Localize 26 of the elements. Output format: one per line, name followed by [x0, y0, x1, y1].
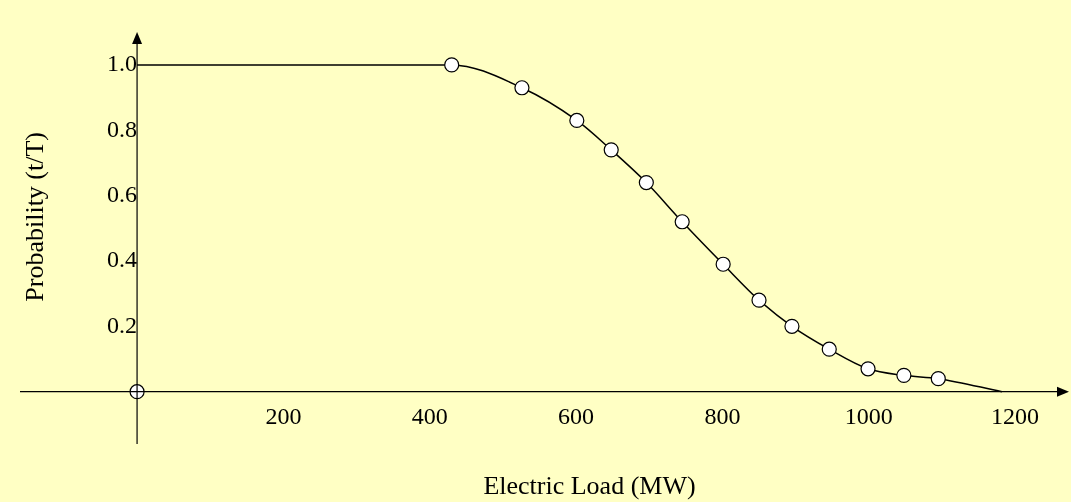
y-tick-label: 0.8 [107, 115, 138, 142]
point [896, 367, 912, 383]
point [514, 80, 530, 96]
point [860, 361, 876, 377]
x-tick-label: 200 [265, 403, 302, 430]
y-tick-label: 0.4 [107, 246, 138, 273]
point [930, 371, 946, 387]
point [603, 142, 619, 158]
point [715, 256, 731, 272]
x-axis-title: Electric Load (MW) [483, 470, 696, 500]
point [821, 341, 837, 357]
y-tick-label: 0.6 [107, 180, 138, 207]
x-tick-label: 1200 [991, 403, 1040, 430]
point [674, 214, 690, 230]
point [444, 57, 460, 73]
y-tick-label: 1.0 [107, 50, 138, 77]
point [569, 112, 585, 129]
y-axis-title: Probability (t/T) [19, 132, 49, 302]
x-tick-label: 800 [704, 403, 741, 430]
point [784, 318, 800, 334]
point [751, 292, 767, 308]
x-tick-label: 1000 [844, 403, 893, 430]
x-tick-label: 600 [558, 403, 595, 430]
y-tick-label: 0.2 [107, 311, 138, 338]
point [638, 174, 654, 191]
x-tick-label: 400 [411, 403, 448, 430]
